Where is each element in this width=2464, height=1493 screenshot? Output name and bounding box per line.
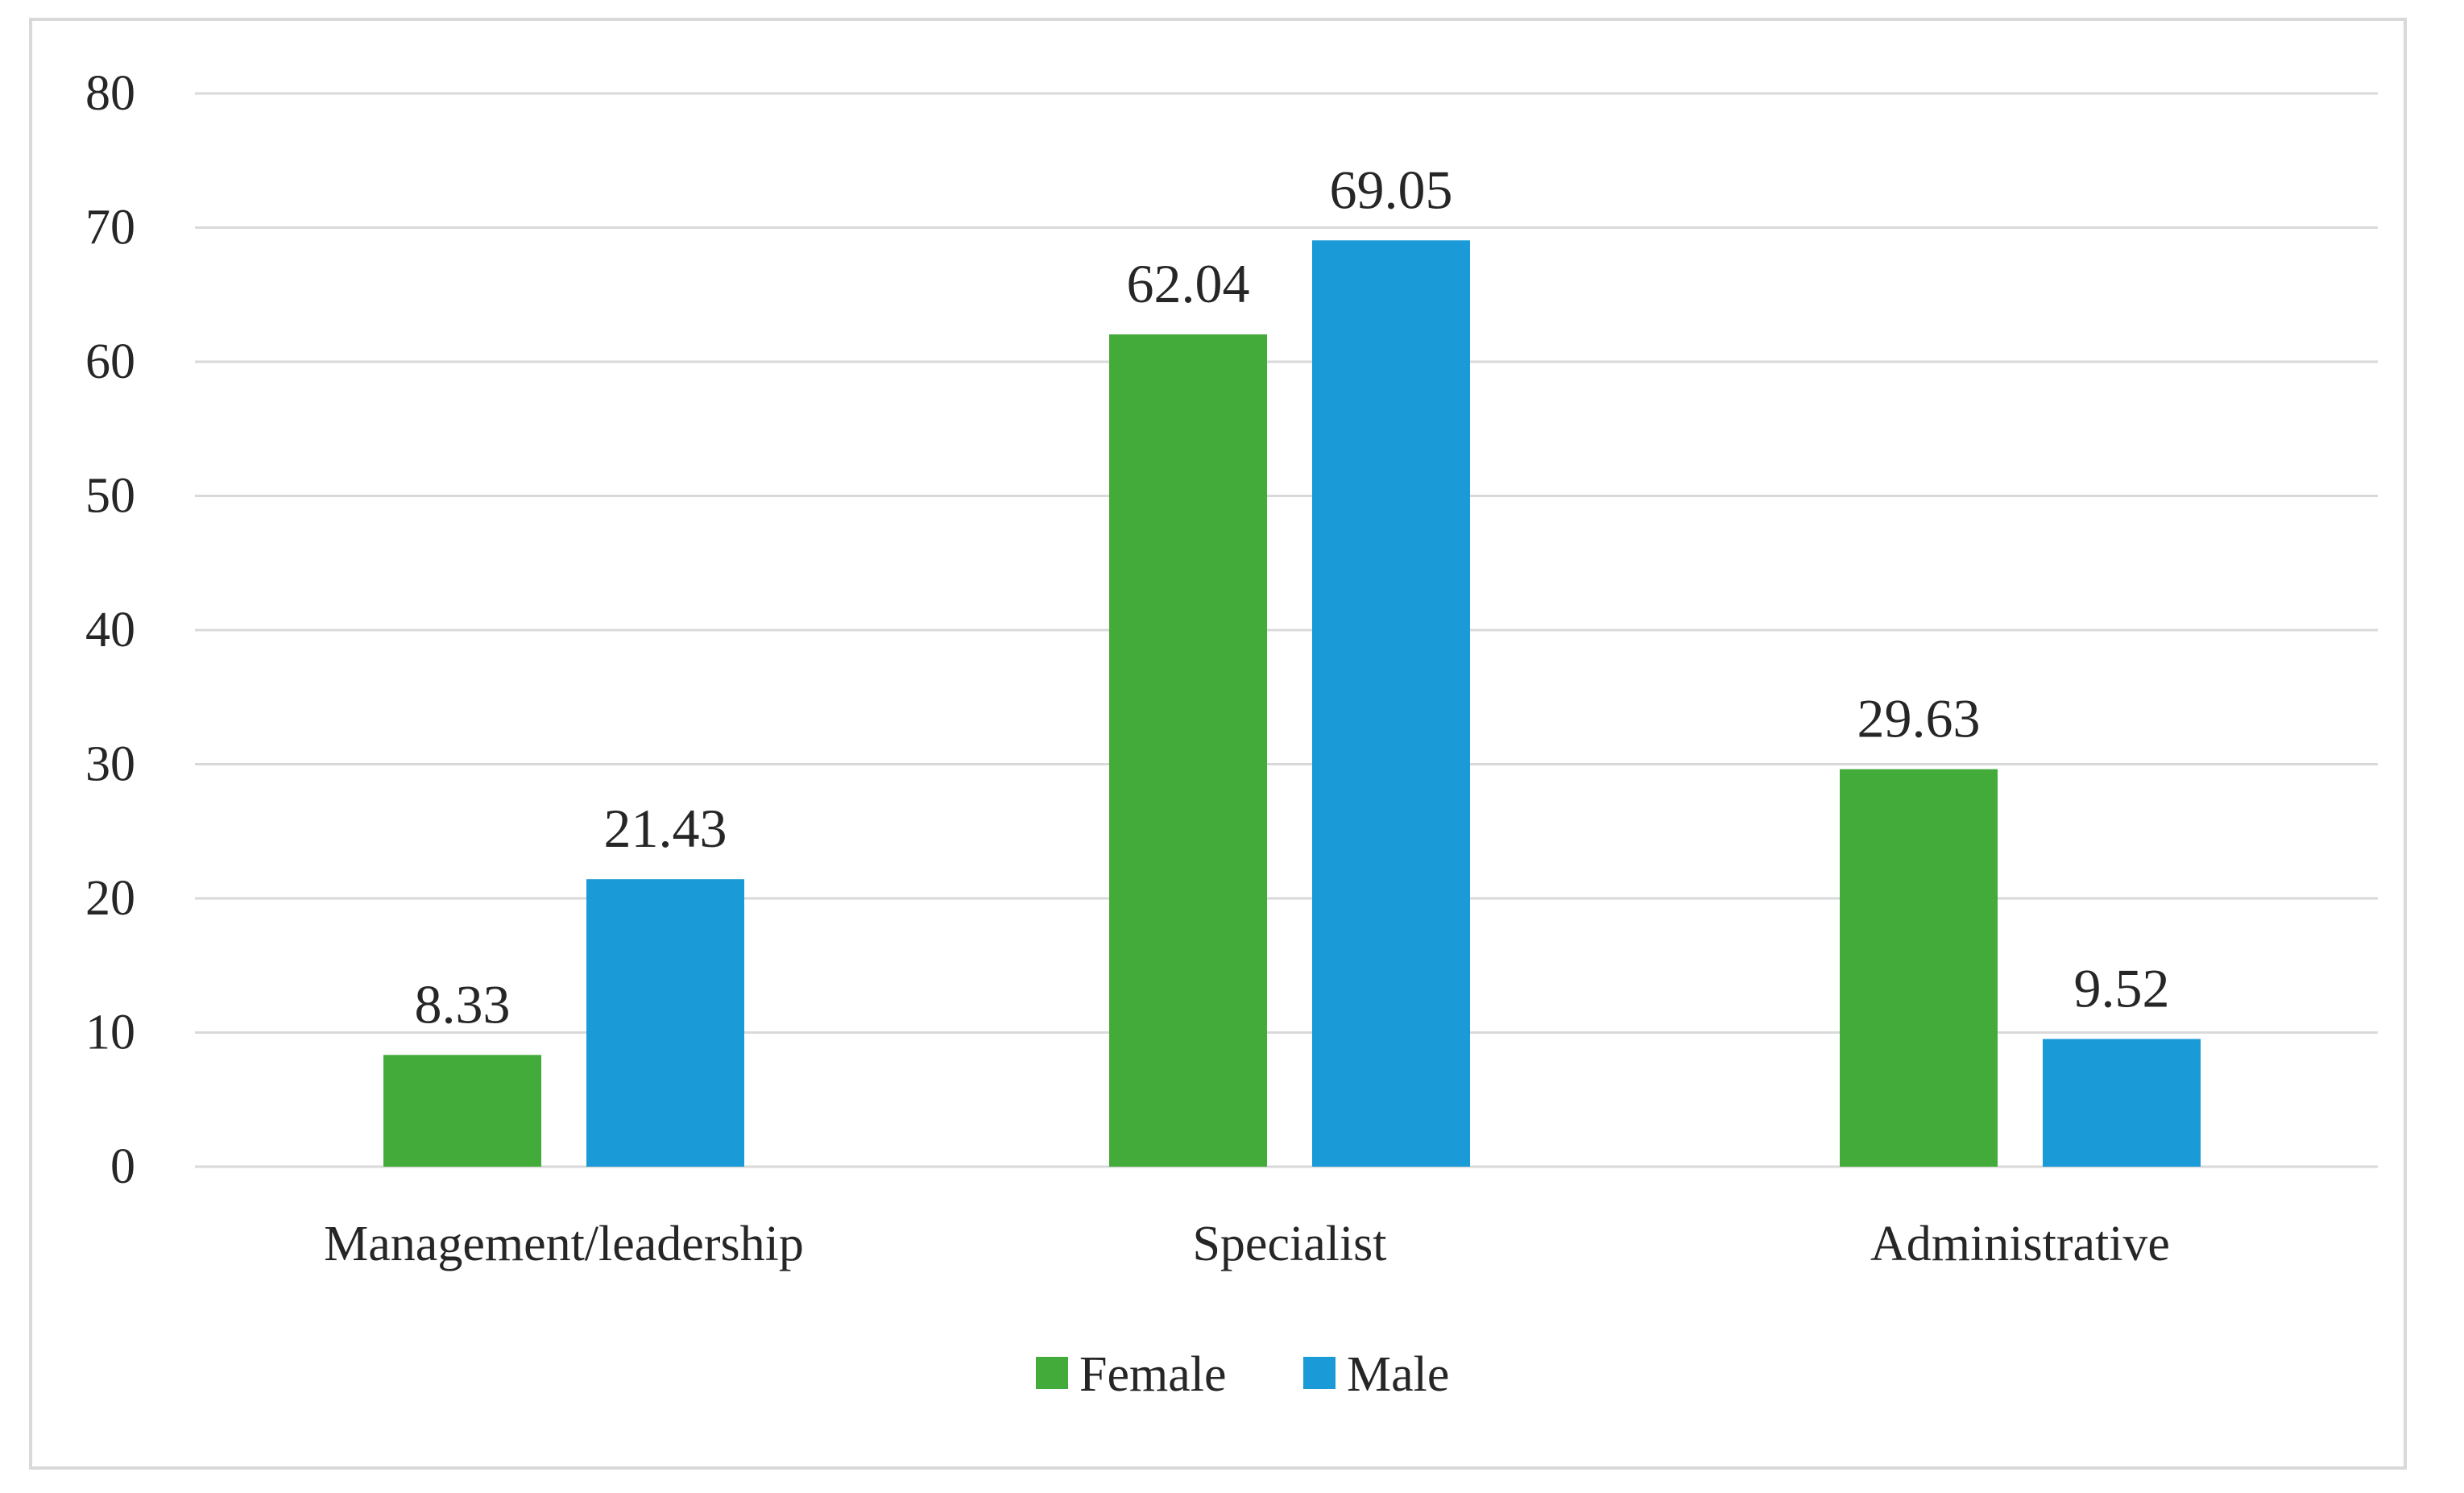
data-label-male-0: 21.43 xyxy=(604,798,727,859)
data-label-male-2: 9.52 xyxy=(2074,957,2170,1018)
y-tick-label: 20 xyxy=(85,871,135,926)
x-tick-label: Administrative xyxy=(1870,1217,2170,1271)
bar-female-1 xyxy=(1109,334,1267,1167)
legend-label-female: Female xyxy=(1079,1347,1227,1402)
y-tick-label: 30 xyxy=(85,737,135,792)
legend-swatch-female xyxy=(1036,1357,1068,1389)
data-label-female-1: 62.04 xyxy=(1127,253,1250,314)
legend-item-male: Male xyxy=(1303,1347,1449,1402)
bar-male-0 xyxy=(586,879,744,1167)
y-tick-label: 0 xyxy=(110,1139,135,1194)
bar-female-2 xyxy=(1840,769,1998,1167)
data-label-female-0: 8.33 xyxy=(415,973,511,1035)
legend-label-male: Male xyxy=(1347,1347,1449,1402)
data-label-male-1: 69.05 xyxy=(1330,159,1453,220)
legend: Female Male xyxy=(1036,1347,1449,1402)
legend-item-female: Female xyxy=(1036,1347,1227,1402)
data-label-female-2: 29.63 xyxy=(1857,688,1981,749)
x-tick-label: Specialist xyxy=(1192,1217,1386,1271)
bar-male-1 xyxy=(1312,240,1470,1167)
bar-female-0 xyxy=(383,1055,541,1167)
x-tick-label: Management/leadership xyxy=(324,1217,804,1271)
y-tick-label: 10 xyxy=(85,1006,135,1060)
data-labels: 8.33 21.43 62.04 69.05 29.63 9.52 xyxy=(415,159,2170,1035)
bars xyxy=(383,240,2201,1167)
y-tick-label: 70 xyxy=(85,201,135,255)
x-axis-category-labels: Management/leadership Specialist Administr… xyxy=(324,1217,2170,1271)
y-axis-tick-labels: 0 10 20 30 40 50 60 70 80 xyxy=(85,66,135,1194)
gridlines xyxy=(195,92,2378,1168)
y-tick-label: 50 xyxy=(85,469,135,524)
y-tick-label: 40 xyxy=(85,603,135,657)
y-tick-label: 80 xyxy=(85,66,135,121)
legend-swatch-male xyxy=(1303,1357,1336,1389)
bar-male-2 xyxy=(2043,1039,2201,1167)
y-tick-label: 60 xyxy=(85,334,135,389)
